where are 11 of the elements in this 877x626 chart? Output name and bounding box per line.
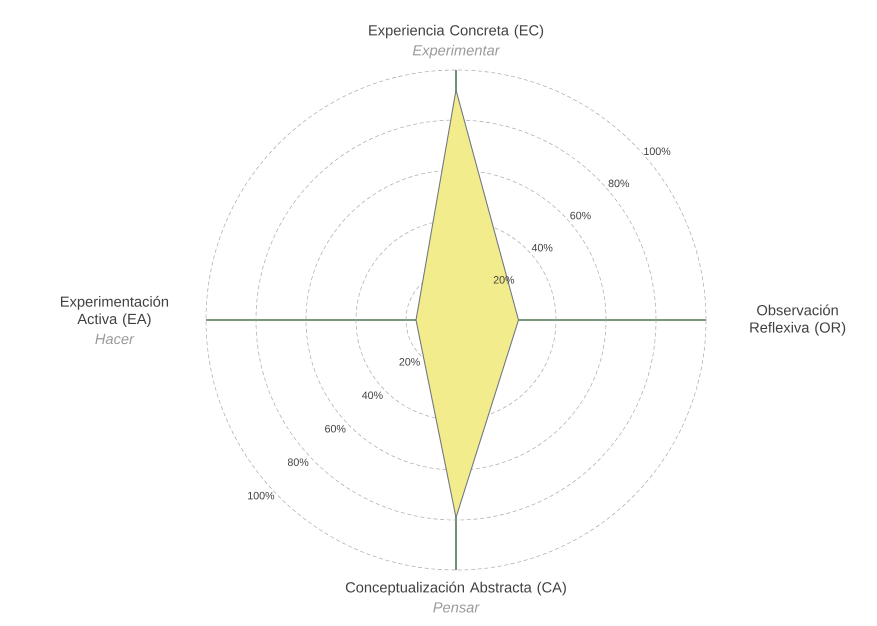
spoke-label: Experiencia Concreta (EC) [369, 24, 544, 38]
text: 60% [570, 212, 591, 220]
spoke-label: Observación Reflexiva (OR) [750, 304, 846, 336]
text: 100% [644, 147, 670, 156]
text: Pensar [433, 602, 480, 613]
spoke-label: Conceptualización Abstracta (CA) [346, 582, 566, 596]
spoke-label: Experimentación Activa (EA) [60, 296, 168, 328]
text: 80% [608, 180, 630, 188]
text: Hacer [95, 334, 134, 344]
text: Experimentar [412, 44, 500, 58]
text: 40% [362, 392, 383, 400]
